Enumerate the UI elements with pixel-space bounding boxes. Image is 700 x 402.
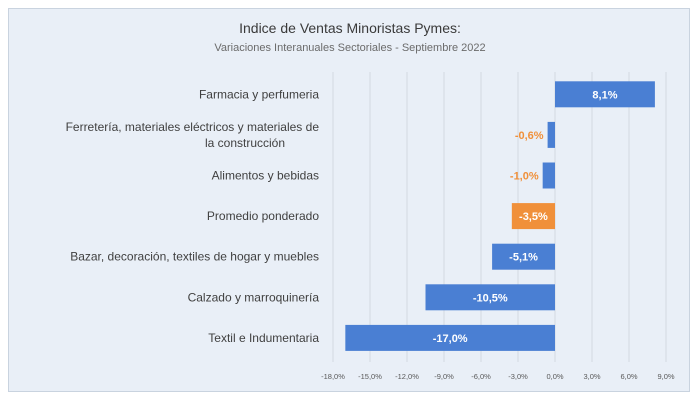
data-label: -3,5% bbox=[519, 211, 548, 223]
category-label: Promedio ponderado bbox=[207, 209, 319, 223]
category-labels: Farmacia y perfumeria Ferretería, materia… bbox=[66, 87, 320, 345]
bars bbox=[345, 81, 655, 351]
x-tick-label: -3,0% bbox=[508, 372, 528, 381]
bar bbox=[542, 162, 555, 189]
bar bbox=[425, 284, 555, 311]
x-tick-label: -6,0% bbox=[471, 372, 491, 381]
data-label: -5,1% bbox=[509, 252, 538, 264]
category-label: Calzado y marroquinería bbox=[188, 290, 320, 304]
data-label: -10,5% bbox=[473, 292, 508, 304]
gridlines bbox=[332, 72, 667, 362]
bar bbox=[492, 243, 555, 270]
bar bbox=[345, 324, 555, 351]
x-tick-label: 9,0% bbox=[657, 372, 674, 381]
bar bbox=[555, 81, 655, 108]
category-label: Ferretería, materiales eléctricos y mate… bbox=[66, 120, 320, 150]
data-label: -0,6% bbox=[515, 130, 544, 142]
x-axis-tick-labels: -18,0% -15,0% -12,0% -9,0% -6,0% -3,0% 0,0% 3,0… bbox=[321, 372, 675, 381]
category-label: Alimentos y bebidas bbox=[212, 169, 319, 183]
x-tick-label: -18,0% bbox=[321, 372, 345, 381]
data-label: -17,0% bbox=[433, 333, 468, 345]
x-tick-label: -9,0% bbox=[434, 372, 454, 381]
chart-subtitle: Variaciones Interanuales Sectoriales - S… bbox=[214, 42, 486, 54]
x-tick-label: 0,0% bbox=[546, 372, 563, 381]
data-label: 8,1% bbox=[592, 89, 617, 101]
category-label: Bazar, decoración, textiles de hogar y m… bbox=[70, 250, 319, 264]
category-label: Farmacia y perfumeria bbox=[199, 87, 319, 101]
x-tick-label: -15,0% bbox=[358, 372, 382, 381]
chart-title: Indice de Ventas Minoristas Pymes: bbox=[239, 20, 461, 36]
x-tick-label: 3,0% bbox=[583, 372, 600, 381]
bar bbox=[511, 203, 555, 230]
bar bbox=[547, 121, 555, 148]
data-labels: 8,1% -0,6% -1,0% -3,5% -5,1% -10,5% -17,0% bbox=[433, 89, 618, 345]
x-tick-label: -12,0% bbox=[395, 372, 419, 381]
x-tick-label: 6,0% bbox=[620, 372, 637, 381]
data-label: -1,0% bbox=[510, 171, 539, 183]
category-label: Textil e Indumentaria bbox=[208, 331, 319, 345]
